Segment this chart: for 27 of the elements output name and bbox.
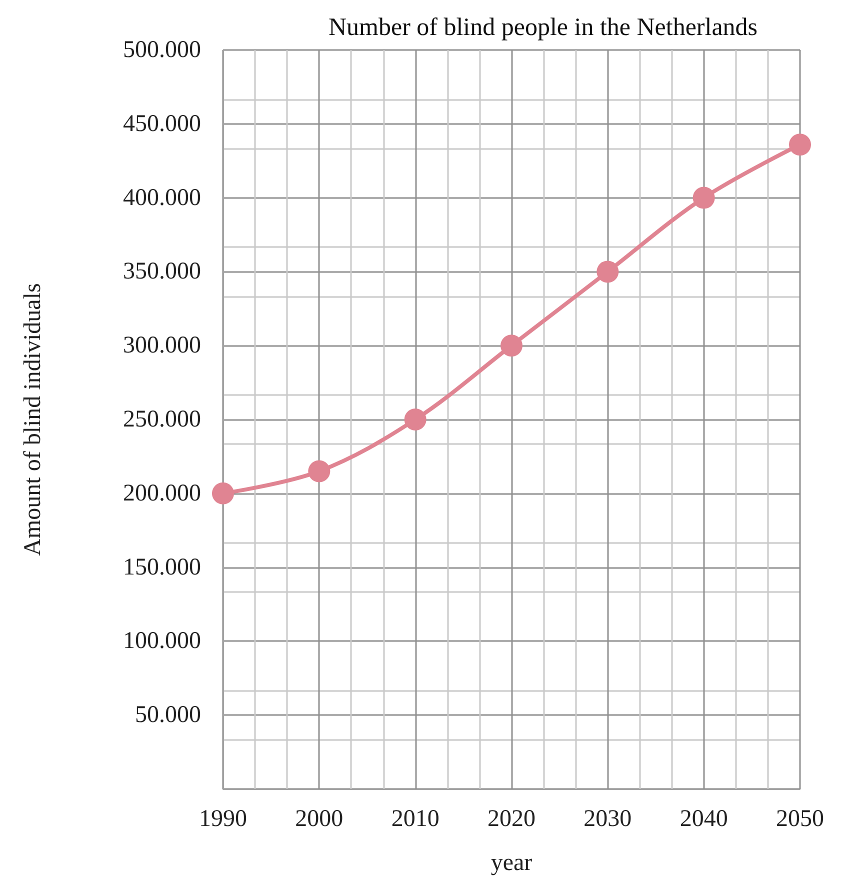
y-tick-label: 500.000 (123, 37, 201, 63)
y-tick-label: 300.000 (123, 332, 201, 359)
y-tick-label: 400.000 (123, 184, 201, 211)
y-tick-label: 350.000 (123, 258, 201, 285)
point (789, 134, 811, 156)
point (500, 334, 522, 357)
y-tick-label: 200.000 (123, 480, 201, 506)
point (692, 186, 715, 209)
point (404, 408, 426, 430)
point (596, 260, 619, 283)
y-tick-label: 50.000 (135, 702, 201, 728)
chart-title: Number of blind people in the Netherlands (328, 14, 758, 41)
y-tick-label: 150.000 (123, 554, 201, 580)
y-tick-label: 450.000 (123, 110, 201, 137)
x-tick-label: 2000 (295, 806, 344, 832)
x-axis-title: year (490, 850, 532, 876)
x-tick-label: 2020 (488, 806, 536, 832)
x-tick-label: 1990 (199, 806, 247, 832)
point (308, 460, 330, 482)
x-tick-label: 2040 (680, 806, 728, 832)
y-tick-label: 100.000 (123, 628, 201, 654)
x-tick-label: 2010 (391, 806, 440, 832)
y-axis-title: Amount of blind individuals (20, 283, 46, 556)
x-tick-label: 2030 (584, 806, 632, 832)
y-tick-label: 250.000 (123, 406, 201, 432)
x-tick-label: 2050 (776, 806, 824, 832)
point (212, 482, 234, 504)
